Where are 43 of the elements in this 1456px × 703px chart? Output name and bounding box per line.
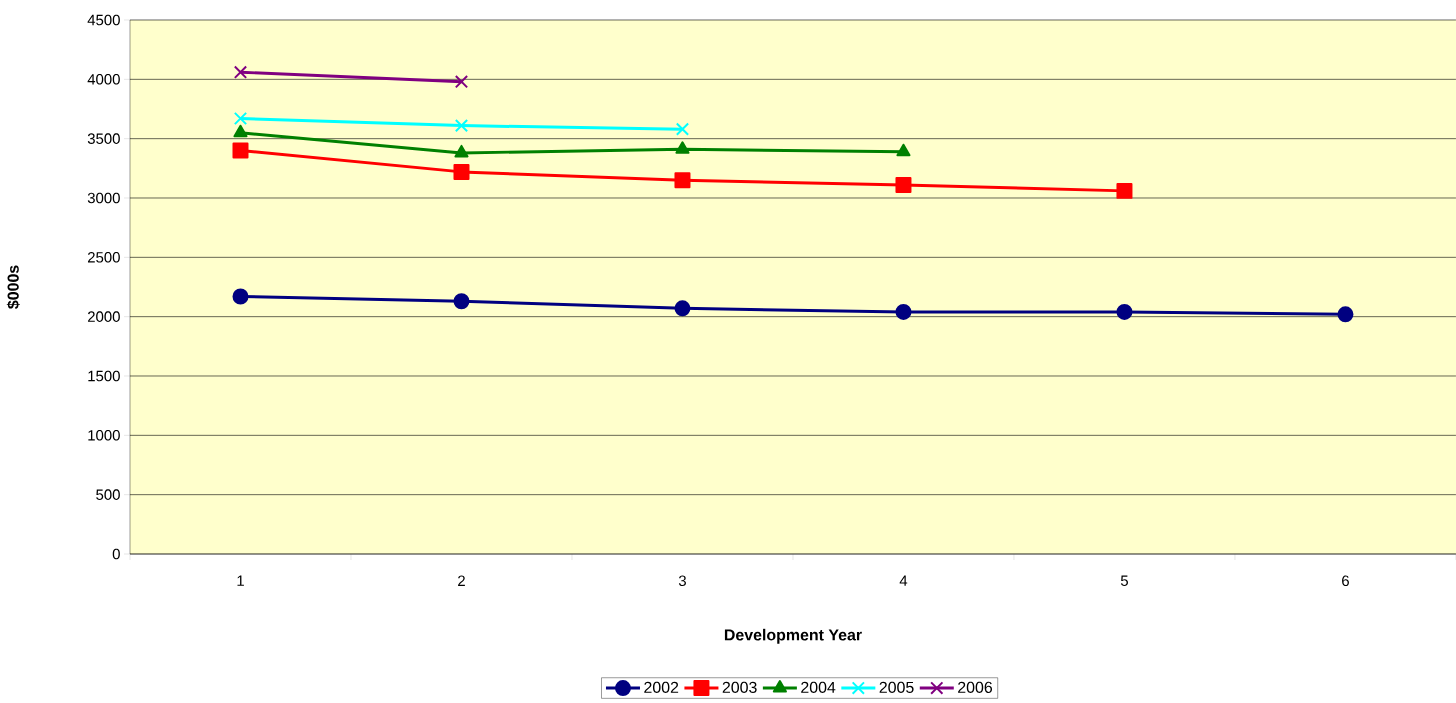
- y-tick-label: 1500: [88, 370, 120, 382]
- point: [454, 118, 469, 133]
- y-tick-label: 2500: [87, 252, 120, 263]
- legend-label: 2005: [879, 681, 914, 694]
- y-tick-label: 4500: [87, 14, 120, 26]
- point: [1337, 306, 1354, 323]
- point: [454, 75, 469, 89]
- point: [675, 141, 690, 154]
- y-tick-label: 500: [96, 489, 120, 500]
- point: [1116, 303, 1133, 320]
- point: [1116, 182, 1133, 199]
- point: [674, 300, 691, 317]
- x-axis-title: Development Year: [724, 628, 862, 644]
- x-tick-label: 4: [899, 575, 908, 586]
- legend-label: 2003: [722, 681, 757, 694]
- point: [675, 122, 690, 136]
- point: [232, 142, 249, 159]
- legend-label: 2004: [801, 681, 836, 694]
- point: [232, 288, 249, 305]
- y-axis-title: $000s: [6, 265, 20, 309]
- point: [233, 124, 248, 138]
- y-tick-label: 3000: [87, 192, 120, 204]
- y-tick-label: 4000: [87, 74, 120, 85]
- legend-label: 2006: [958, 681, 993, 694]
- y-tick-label: 0: [112, 548, 120, 560]
- x-tick-label: 5: [1120, 575, 1128, 586]
- x-tick-label: 6: [1342, 575, 1349, 587]
- point: [233, 65, 248, 79]
- point: [453, 163, 470, 180]
- point: [895, 176, 912, 193]
- point: [233, 111, 248, 126]
- x-tick-label: 3: [678, 575, 686, 587]
- x-tick-label: 2: [458, 575, 465, 586]
- point: [454, 144, 469, 158]
- legend-label: 2002: [644, 681, 679, 694]
- point: [896, 143, 911, 157]
- x-tick-label: 1: [237, 575, 244, 586]
- point: [453, 293, 470, 310]
- point: [895, 303, 912, 320]
- point: [674, 172, 691, 189]
- y-tick-label: 3500: [87, 133, 120, 144]
- y-tick-label: 1000: [88, 430, 120, 441]
- y-tick-label: 2000: [87, 311, 120, 322]
